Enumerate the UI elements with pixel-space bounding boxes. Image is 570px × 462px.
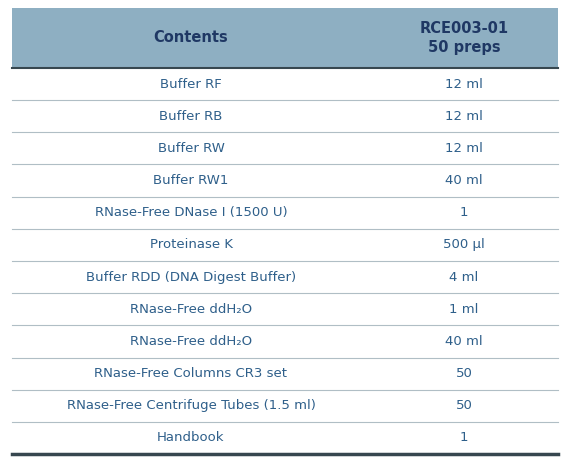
Text: 50: 50 [455,367,473,380]
Text: RNase-Free ddH₂O: RNase-Free ddH₂O [130,303,252,316]
Text: Buffer RB: Buffer RB [159,110,223,123]
Text: RNase-Free Centrifuge Tubes (1.5 ml): RNase-Free Centrifuge Tubes (1.5 ml) [67,399,315,412]
Text: RNase-Free DNase I (1500 U): RNase-Free DNase I (1500 U) [95,206,287,219]
Text: Buffer RW1: Buffer RW1 [153,174,229,187]
Text: 1: 1 [460,206,468,219]
Text: RCE003-01
50 preps: RCE003-01 50 preps [420,21,508,55]
Text: 4 ml: 4 ml [449,271,479,284]
Text: 12 ml: 12 ml [445,110,483,123]
Text: Buffer RW: Buffer RW [157,142,225,155]
Text: 500 μl: 500 μl [443,238,485,251]
Text: 1 ml: 1 ml [449,303,479,316]
Text: 40 ml: 40 ml [445,335,483,348]
Text: Proteinase K: Proteinase K [149,238,233,251]
Text: 12 ml: 12 ml [445,142,483,155]
Text: Contents: Contents [154,30,229,45]
Text: RNase-Free Columns CR3 set: RNase-Free Columns CR3 set [95,367,287,380]
Text: RNase-Free ddH₂O: RNase-Free ddH₂O [130,335,252,348]
Text: Buffer RDD (DNA Digest Buffer): Buffer RDD (DNA Digest Buffer) [86,271,296,284]
Text: 1: 1 [460,432,468,444]
Text: 50: 50 [455,399,473,412]
Text: 12 ml: 12 ml [445,78,483,91]
Text: Handbook: Handbook [157,432,225,444]
Text: 40 ml: 40 ml [445,174,483,187]
Bar [12,8,558,68]
Text: Buffer RF: Buffer RF [160,78,222,91]
